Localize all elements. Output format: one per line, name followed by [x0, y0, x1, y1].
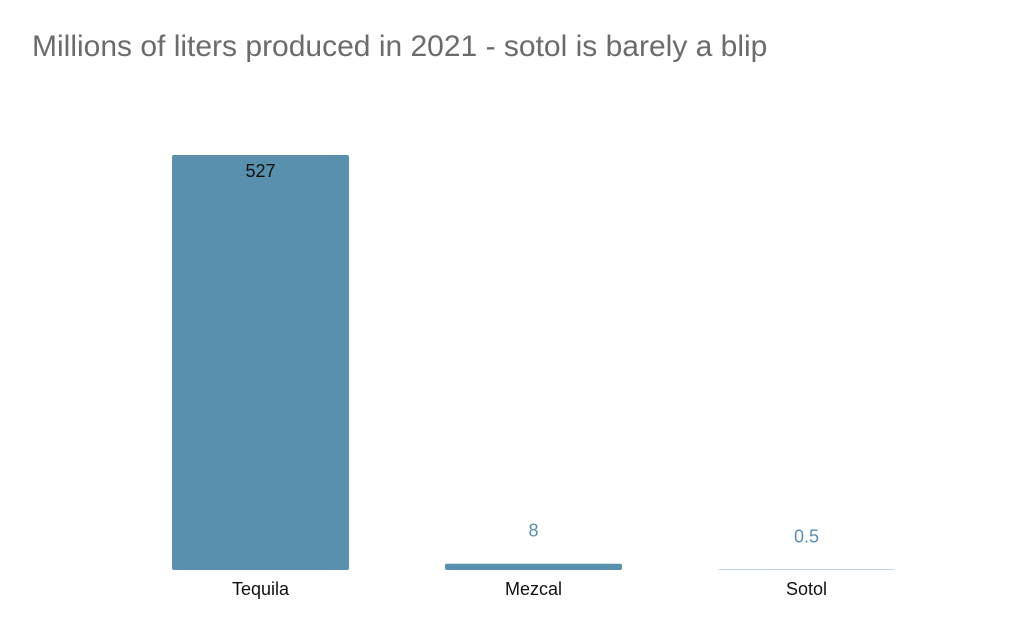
x-tick-label: Sotol [786, 579, 827, 599]
x-tick-label: Tequila [232, 579, 290, 599]
bar [445, 563, 622, 570]
bar [172, 155, 349, 570]
data-label: 8 [528, 520, 538, 540]
chart-title: Millions of liters produced in 2021 - so… [32, 30, 767, 63]
data-label: 527 [245, 161, 275, 181]
x-tick-label: Mezcal [505, 579, 562, 599]
data-label: 0.5 [794, 526, 819, 546]
